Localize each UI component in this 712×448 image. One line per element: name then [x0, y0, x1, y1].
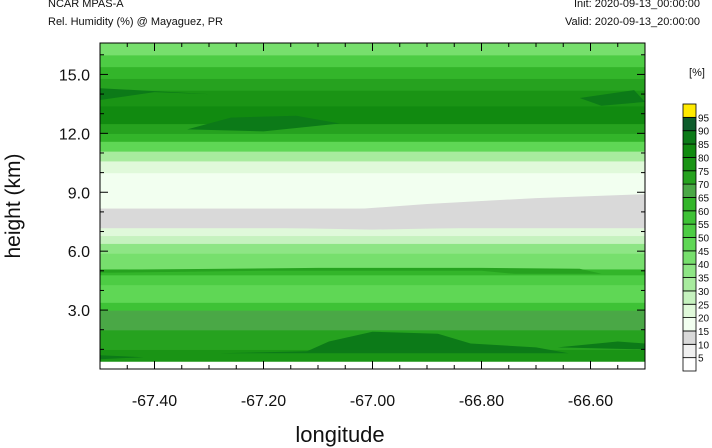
rh-band-17	[100, 133, 645, 142]
colorbar-box-9	[682, 237, 697, 252]
rh-band-8	[100, 253, 645, 270]
colorbar-label: 65	[698, 193, 710, 204]
rh-band-14	[100, 160, 645, 174]
colorbar-unit: [%]	[689, 67, 705, 79]
y-tick-label: 3.0	[68, 303, 90, 320]
x-tick-label: -67.00	[350, 393, 395, 410]
colorbar-box-0	[682, 357, 697, 372]
rh-band-6	[100, 274, 645, 286]
colorbar-label: 50	[698, 234, 710, 245]
colorbar-label: 15	[698, 327, 710, 338]
dry-layer-0	[100, 194, 645, 230]
y-tick-label: 12.0	[59, 126, 90, 143]
model-name: NCAR MPAS-A	[48, 0, 124, 10]
axes: -67.40 -67.20 -67.00 -66.80 -66.60 3.0 6.0 9.0 1…	[59, 42, 646, 410]
y-tick-label: 9.0	[68, 185, 90, 202]
colorbar-box-18	[682, 116, 697, 132]
colorbar-label: 80	[698, 153, 710, 164]
valid-time: Valid: 2020-09-13_20:00:00	[565, 16, 700, 28]
colorbar-label: 70	[698, 180, 710, 191]
colorbar-label: 25	[698, 300, 710, 311]
rh-band-11	[100, 227, 645, 237]
rh-band-18	[100, 123, 645, 134]
colorbar-box-13	[682, 183, 697, 198]
moist-patch-4	[187, 115, 340, 132]
rh-band-5	[100, 284, 645, 303]
colorbar-box-10	[682, 223, 697, 238]
rh-band-15	[100, 151, 645, 162]
contour-field	[100, 43, 645, 369]
x-tick-label: -67.40	[132, 393, 177, 410]
colorbar-label: 40	[698, 260, 710, 271]
x-tick-label: -66.80	[459, 393, 504, 410]
colorbar: 5 10 15 20 25 30 35 40 45 50 55 60 65 70 75 80 85 90 95	[682, 103, 710, 372]
rh-band-19	[100, 105, 645, 125]
y-axis-label: height (km)	[2, 153, 25, 258]
colorbar-box-3	[682, 317, 697, 332]
colorbar-label: 85	[698, 140, 710, 151]
colorbar-box-17	[682, 130, 697, 145]
rh-band-10	[100, 235, 645, 244]
colorbar-label: 10	[698, 340, 710, 351]
x-axis-label: longitude	[295, 422, 384, 447]
moist-patch-6	[579, 90, 645, 106]
colorbar-box-8	[682, 250, 697, 265]
rh-band-23	[100, 54, 645, 68]
y-tick-label: 15.0	[59, 67, 90, 84]
colorbar-box-16	[682, 143, 697, 158]
colorbar-box-15	[682, 156, 697, 172]
init-time: Init: 2020-09-13_00:00:00	[574, 0, 700, 10]
rh-band-9	[100, 243, 645, 254]
colorbar-box-4	[682, 303, 697, 319]
colorbar-box-14	[682, 170, 697, 185]
colorbar-box-6	[682, 277, 697, 292]
rh-band-3	[100, 310, 645, 331]
colorbar-label: 20	[698, 314, 710, 325]
moist-line-7	[100, 267, 602, 274]
colorbar-box-1	[682, 343, 697, 359]
colorbar-label: 95	[698, 113, 710, 124]
rh-band-20	[100, 90, 645, 107]
moist-patch-1	[219, 331, 569, 354]
x-tick-label: -67.20	[241, 393, 286, 410]
colorbar-box-11	[682, 210, 697, 225]
colorbar-box-19	[682, 103, 697, 118]
colorbar-label: 55	[698, 220, 710, 231]
colorbar-label: 60	[698, 207, 710, 218]
y-tick-label: 6.0	[68, 244, 90, 261]
colorbar-label: 35	[698, 274, 710, 285]
colorbar-box-2	[682, 330, 697, 345]
colorbar-box-12	[682, 197, 697, 212]
x-tick-label: -66.60	[568, 393, 613, 410]
moist-patch-3	[100, 355, 144, 360]
colorbar-box-7	[682, 263, 697, 278]
field-title: Rel. Humidity (%) @ Mayaguez, PR	[48, 16, 223, 28]
moist-patch-5	[100, 88, 209, 100]
colorbar-label: 5	[698, 354, 704, 365]
colorbar-label: 90	[698, 127, 710, 138]
rh-band-4	[100, 302, 645, 311]
rh-band-21	[100, 78, 645, 91]
moist-patch-2	[557, 341, 645, 350]
colorbar-label: 30	[698, 287, 710, 298]
rh-band-7	[100, 268, 645, 276]
rh-band-16	[100, 141, 645, 152]
rh-band-22	[100, 66, 645, 79]
colorbar-label: 45	[698, 247, 710, 258]
colorbar-label: 75	[698, 167, 710, 178]
colorbar-box-5	[682, 290, 697, 305]
